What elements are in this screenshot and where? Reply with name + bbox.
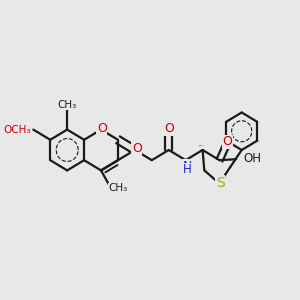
Text: O: O [132, 142, 142, 155]
Text: O: O [97, 122, 107, 135]
Text: S: S [216, 176, 224, 190]
Text: H: H [183, 163, 191, 176]
Text: O: O [223, 135, 232, 148]
Text: N: N [182, 160, 192, 173]
Text: CH₃: CH₃ [58, 100, 77, 110]
Text: CH₃: CH₃ [108, 183, 128, 193]
Text: OCH₃: OCH₃ [4, 124, 31, 135]
Text: ···: ··· [197, 142, 204, 151]
Text: OH: OH [243, 152, 261, 165]
Text: O: O [164, 122, 174, 135]
